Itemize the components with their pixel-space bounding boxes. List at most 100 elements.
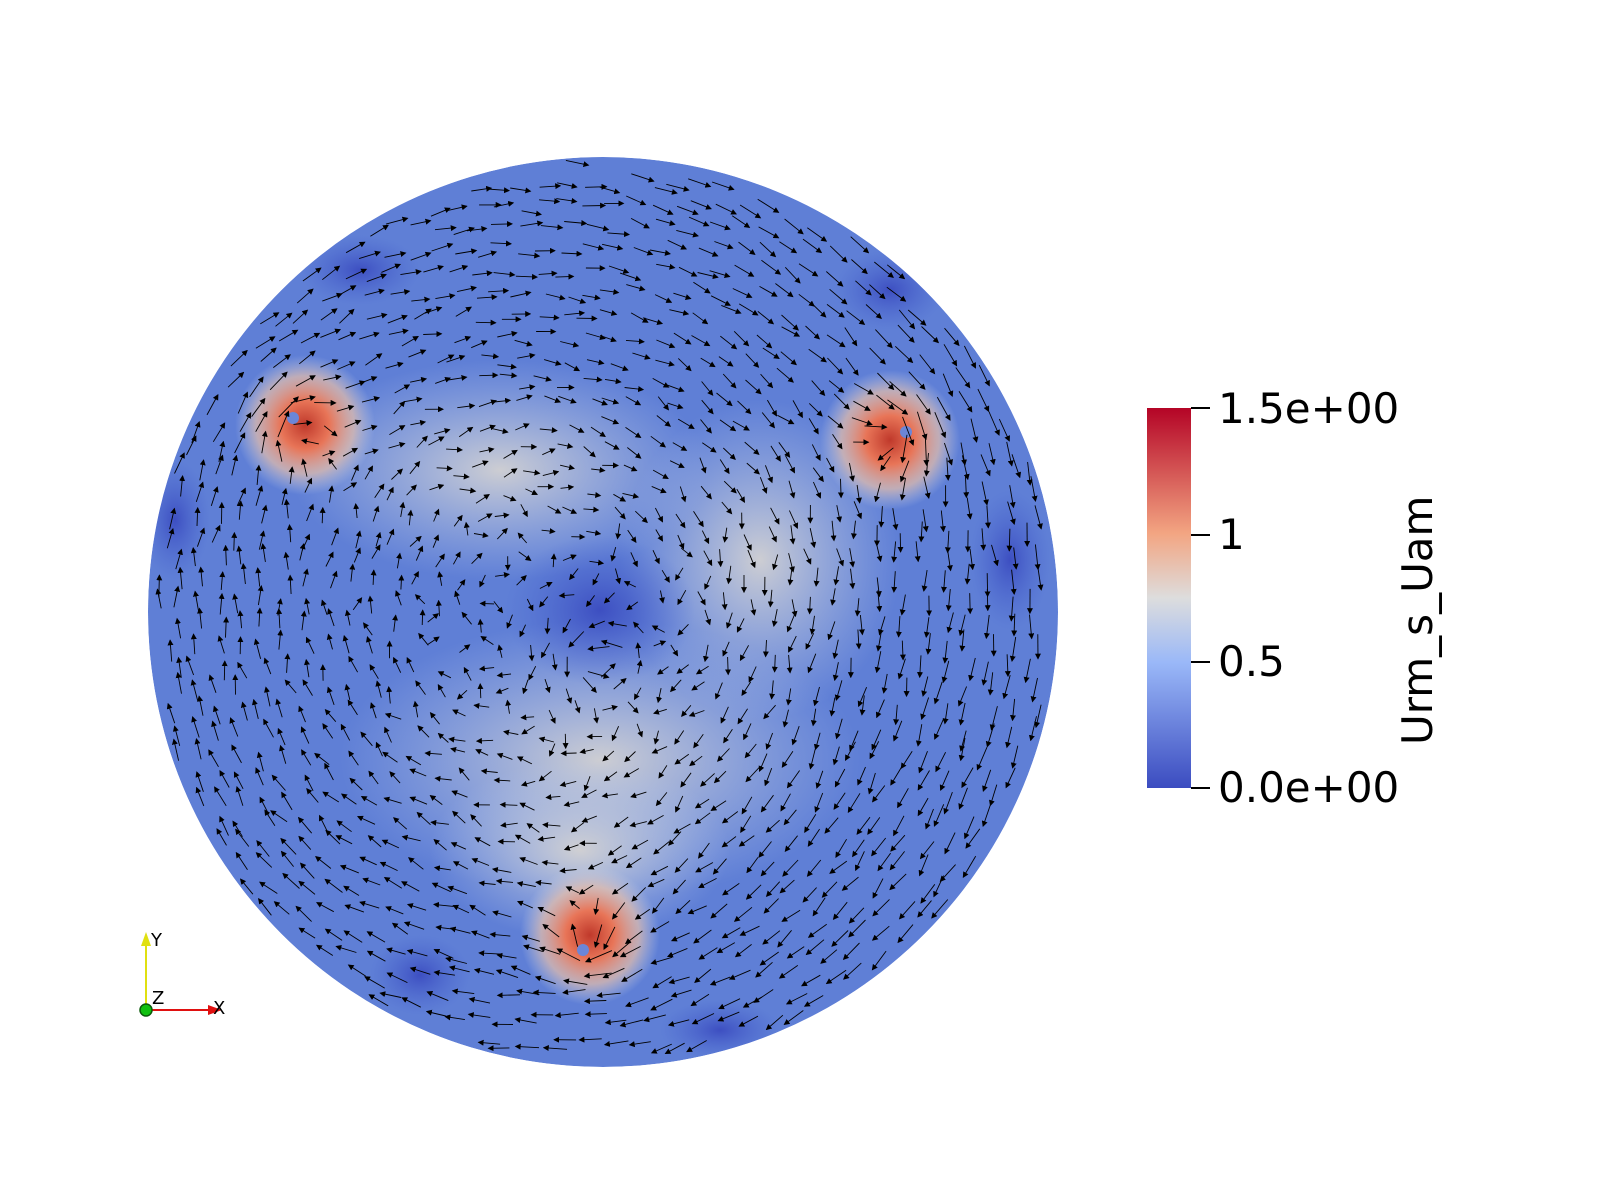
velocity-arrow-glyph [506, 614, 513, 629]
velocity-arrow-glyph [830, 588, 837, 606]
velocity-arrow-glyph [785, 455, 795, 474]
velocity-arrow-glyph [918, 521, 925, 543]
velocity-arrow-glyph [845, 357, 859, 376]
velocity-arrow-glyph [980, 528, 987, 551]
velocity-arrow-glyph [738, 835, 755, 847]
velocity-arrow-glyph [335, 835, 353, 845]
velocity-arrow-glyph [836, 548, 844, 567]
orientation-axes[interactable]: Y X Z [139, 930, 225, 1019]
velocity-arrow-glyph [886, 264, 906, 280]
velocity-arrow-glyph [924, 808, 934, 830]
velocity-arrow-glyph [345, 268, 368, 280]
velocity-arrow-glyph [987, 672, 994, 696]
velocity-arrow-glyph [669, 309, 690, 316]
velocity-arrow-glyph [808, 348, 827, 363]
velocity-arrow-glyph [562, 554, 577, 561]
velocity-arrow-glyph [528, 665, 537, 681]
velocity-arrow-glyph [526, 598, 534, 612]
velocity-arrow-glyph [235, 785, 244, 806]
velocity-arrow-glyph [463, 666, 472, 681]
velocity-arrow-glyph [939, 770, 950, 792]
velocity-arrow-glyph [229, 717, 239, 737]
velocity-arrow-glyph [474, 837, 491, 847]
velocity-arrow-glyph [736, 618, 745, 633]
velocity-arrow-glyph [942, 703, 949, 725]
velocity-arrow-glyph [942, 640, 949, 664]
velocity-arrow-glyph [654, 187, 678, 195]
velocity-arrow-glyph [415, 680, 426, 695]
velocity-arrow-glyph [655, 359, 675, 367]
velocity-arrow-glyph [771, 654, 778, 673]
velocity-arrow-glyph [450, 842, 467, 850]
velocity-arrow-glyph [457, 403, 476, 410]
velocity-arrow-glyph [762, 639, 769, 658]
velocity-arrow-glyph [215, 454, 224, 475]
velocity-arrow-glyph [437, 571, 444, 586]
velocity-arrow-glyph [651, 625, 665, 633]
velocity-arrow-glyph [601, 416, 620, 425]
velocity-arrow-glyph [936, 396, 951, 421]
velocity-arrow-glyph [877, 372, 895, 391]
velocity-arrow-glyph [666, 384, 685, 393]
velocity-arrow-glyph [633, 621, 644, 634]
velocity-arrow-glyph [722, 641, 730, 657]
velocity-arrow-glyph [270, 810, 288, 823]
velocity-arrow-glyph [1011, 454, 1022, 479]
velocity-arrow-glyph [693, 733, 704, 749]
velocity-arrow-glyph [234, 432, 246, 454]
velocity-arrow-glyph [832, 746, 840, 766]
velocity-arrow-glyph [827, 415, 844, 429]
velocity-arrow-glyph [918, 751, 928, 774]
velocity-arrow-glyph [676, 229, 699, 238]
velocity-arrow-glyph [791, 599, 798, 618]
velocity-arrow-glyph [362, 424, 378, 431]
scalar-field-disk [148, 157, 1058, 1067]
velocity-arrow-glyph [304, 597, 311, 615]
velocity-arrow-glyph [758, 841, 772, 858]
velocity-arrow-glyph [328, 457, 337, 470]
velocity-arrow-glyph [191, 716, 200, 738]
velocity-arrow-glyph [984, 588, 991, 612]
z-axis-dot-icon [139, 1003, 153, 1017]
velocity-arrow-glyph [488, 287, 510, 294]
velocity-arrow-glyph [327, 608, 335, 627]
velocity-arrow-glyph [871, 837, 887, 857]
velocity-arrow-glyph [281, 487, 288, 506]
velocity-arrow-glyph [980, 454, 991, 477]
velocity-arrow-glyph [834, 768, 846, 788]
velocity-arrow-glyph [1026, 461, 1033, 486]
velocity-arrow-glyph [195, 481, 205, 503]
velocity-arrow-glyph [771, 609, 778, 627]
velocity-arrow-glyph [260, 347, 277, 362]
velocity-arrow-glyph [709, 270, 731, 279]
velocity-arrow-glyph [301, 749, 312, 766]
velocity-arrow-glyph [942, 373, 954, 398]
velocity-arrow-glyph [851, 520, 857, 540]
velocity-arrow-glyph [275, 439, 283, 462]
velocity-arrow-glyph [626, 601, 639, 611]
velocity-arrow-glyph [619, 272, 642, 282]
velocity-arrow-glyph [446, 204, 468, 212]
velocity-arrow-glyph [678, 266, 698, 277]
velocity-arrow-glyph [959, 629, 966, 652]
velocity-arrow-glyph [923, 438, 930, 467]
velocity-arrow-glyph [186, 435, 197, 456]
velocity-arrow-glyph [700, 357, 716, 368]
velocity-arrow-glyph [395, 590, 402, 606]
velocity-arrow-glyph [895, 616, 902, 638]
velocity-arrow-glyph [781, 750, 794, 768]
velocity-arrow-glyph [396, 552, 403, 569]
velocity-arrow-glyph [257, 585, 264, 606]
velocity-arrow-glyph [891, 571, 898, 593]
velocity-arrow-glyph [745, 767, 760, 783]
velocity-arrow-glyph [447, 374, 468, 381]
velocity-arrow-glyph [322, 791, 340, 803]
velocity-arrow-glyph [208, 749, 219, 768]
velocity-arrow-glyph [410, 376, 428, 383]
velocity-arrow-glyph [833, 566, 840, 586]
velocity-arrow-glyph [517, 532, 528, 544]
velocity-arrow-glyph [828, 380, 845, 393]
velocity-arrow-glyph [249, 376, 264, 398]
